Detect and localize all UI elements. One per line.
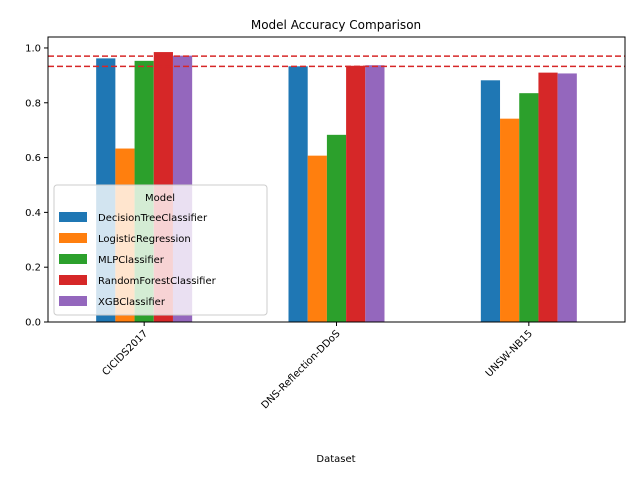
legend-label: LogisticRegression: [98, 234, 191, 245]
bar-decisiontreeclassifier-dns-reflection-ddos: [288, 66, 308, 322]
bar-mlpclassifier-unsw-nb15: [519, 93, 539, 322]
bar-xgbclassifier-unsw-nb15: [557, 73, 577, 322]
bar-randomforestclassifier-unsw-nb15: [538, 72, 558, 322]
legend-swatch: [59, 254, 87, 264]
legend: Model DecisionTreeClassifier LogisticRegr…: [53, 184, 268, 316]
legend-label: DecisionTreeClassifier: [98, 213, 208, 224]
bar-logisticregression-dns-reflection-ddos: [307, 155, 327, 322]
y-tick-label: 0.2: [25, 263, 41, 274]
legend-swatch: [59, 233, 87, 243]
legend-swatch: [59, 296, 87, 306]
bar-decisiontreeclassifier-unsw-nb15: [480, 80, 501, 322]
x-axis-title: Dataset: [316, 454, 355, 465]
chart-title: Model Accuracy Comparison: [251, 18, 421, 32]
y-tick-label: 0.8: [25, 98, 41, 109]
y-tick-label: 0.6: [25, 153, 41, 164]
y-tick-label: 0.0: [25, 318, 41, 329]
legend-swatch: [59, 212, 87, 222]
legend-swatch: [59, 275, 87, 285]
y-tick-label: 0.4: [25, 208, 41, 219]
reference-lines: [48, 55, 625, 68]
legend-title: Model: [145, 193, 175, 204]
legend-label: RandomForestClassifier: [98, 276, 217, 287]
y-axis: 0.0 0.2 0.4 0.6 0.8 1.0: [25, 43, 48, 329]
legend-label: XGBClassifier: [98, 297, 166, 308]
legend-label: MLPClassifier: [98, 255, 165, 266]
bar-randomforestclassifier-dns-reflection-ddos: [346, 65, 366, 322]
bar-mlpclassifier-dns-reflection-ddos: [326, 134, 347, 322]
bar-xgbclassifier-dns-reflection-ddos: [365, 65, 385, 323]
bar-logisticregression-unsw-nb15: [500, 118, 520, 323]
legend-box: [53, 184, 268, 316]
y-tick-label: 1.0: [25, 43, 41, 54]
